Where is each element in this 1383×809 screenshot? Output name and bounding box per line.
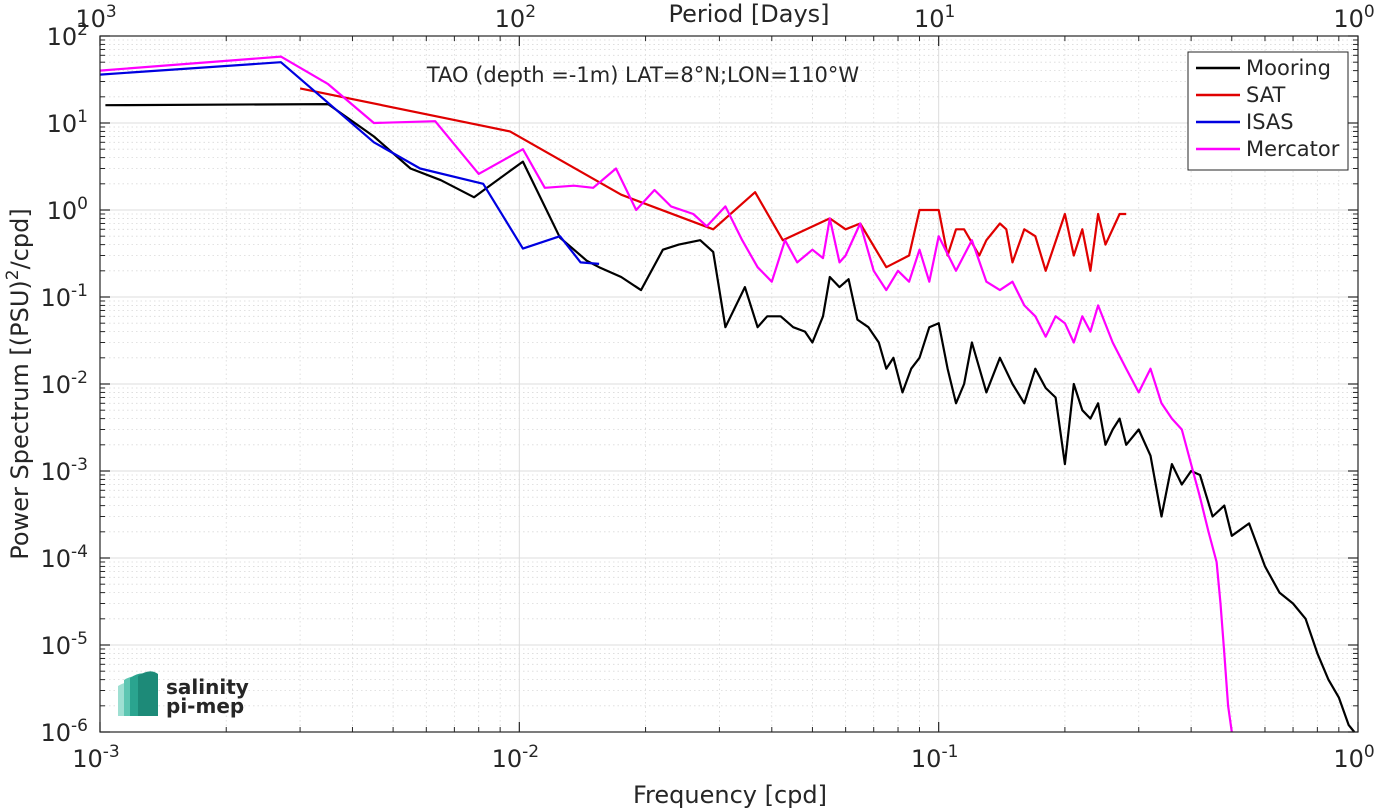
top-tick-label-exponent: 1 [945, 2, 956, 22]
x-tick-label-base: 10 [911, 745, 942, 773]
top-tick-label-base: 10 [495, 5, 526, 33]
top-tick-label: 103 [75, 2, 116, 33]
x-tick-label: 10-3 [72, 742, 120, 773]
salinity-pi-mep-logo: salinity pi-mep [118, 671, 249, 718]
x-tick-label-exponent: -1 [941, 742, 958, 762]
y-tick-label-exponent: -1 [71, 281, 88, 301]
y-tick-label: 10-2 [41, 368, 89, 399]
y-tick-label-base: 10 [47, 23, 78, 51]
x-tick-label-exponent: 0 [1364, 742, 1375, 762]
series-layer [99, 55, 1356, 733]
y-tick-label: 10-6 [41, 716, 89, 747]
y-tick-label-exponent: 2 [77, 20, 88, 40]
y-tick-label: 10-1 [41, 281, 89, 312]
top-tick-label-exponent: 3 [106, 2, 117, 22]
legend-label-isas: ISAS [1246, 110, 1294, 134]
y-tick-label-base: 10 [41, 545, 72, 573]
chart-title: TAO (depth =-1m) LAT=8°N;LON=110°W [426, 63, 860, 87]
x-tick-label: 10-2 [492, 742, 540, 773]
x-tick-label: 100 [1333, 742, 1374, 773]
top-tick-label-base: 10 [75, 5, 106, 33]
series-line-mercator [99, 55, 1233, 733]
y-tick-label: 100 [47, 194, 88, 225]
y-tick-label: 10-4 [41, 542, 89, 573]
y-tick-label-exponent: 1 [77, 107, 88, 127]
legend-label-mercator: Mercator [1246, 137, 1340, 161]
y-tick-label-exponent: -2 [71, 368, 88, 388]
top-tick-label: 101 [914, 2, 955, 33]
top-tick-label-exponent: 0 [1364, 2, 1375, 22]
y-tick-label-base: 10 [41, 632, 72, 660]
y-axis-label-main: Power Spectrum [(PSU) [6, 280, 34, 559]
y-tick-label: 101 [47, 107, 88, 138]
y-tick-label-exponent: -3 [71, 455, 88, 475]
series-line-sat [299, 87, 1127, 272]
legend: Mooring SAT ISAS Mercator [1187, 51, 1349, 171]
x-tick-label-base: 10 [72, 745, 103, 773]
y-tick-label-exponent: -6 [71, 716, 88, 736]
top-tick-label-base: 10 [914, 5, 945, 33]
y-tick-label-exponent: -5 [71, 629, 88, 649]
y-tick-label-base: 10 [41, 719, 72, 747]
y-tick-label: 10-5 [41, 629, 89, 660]
series-line-mooring [105, 103, 1356, 733]
x-tick-label-base: 10 [492, 745, 523, 773]
y-tick-label-base: 10 [47, 197, 78, 225]
x-axis-label: Frequency [cpd] [633, 781, 827, 809]
y-axis-label: Power Spectrum [(PSU)2/cpd] [3, 208, 34, 559]
y-tick-label-base: 10 [41, 458, 72, 486]
legend-label-mooring: Mooring [1246, 56, 1331, 80]
top-tick-label-exponent: 2 [525, 2, 536, 22]
x-tick-label-exponent: -3 [103, 742, 120, 762]
logo-waves-icon [118, 671, 158, 716]
y-tick-label-exponent: -4 [71, 542, 88, 562]
y-tick-label: 10-3 [41, 455, 89, 486]
y-axis-label-tail: /cpd] [6, 208, 34, 269]
y-tick-label-base: 10 [41, 284, 72, 312]
logo-text-salinity: salinity [166, 675, 249, 699]
y-tick-label: 102 [47, 20, 88, 51]
logo-text-pi-mep: pi-mep [166, 694, 244, 718]
series-line-isas [99, 61, 600, 265]
top-axis-label: Period [Days] [668, 0, 829, 28]
y-tick-label-exponent: 0 [77, 194, 88, 214]
top-tick-label-base: 10 [1333, 5, 1364, 33]
top-tick-label: 102 [495, 2, 536, 33]
plot-frame [99, 35, 1359, 733]
y-tick-label-base: 10 [47, 110, 78, 138]
axis-ticks [99, 35, 1359, 733]
x-tick-label-exponent: -2 [522, 742, 539, 762]
legend-label-sat: SAT [1246, 83, 1285, 107]
legend-box [1187, 51, 1349, 171]
x-tick-label-base: 10 [1333, 745, 1364, 773]
x-tick-label: 10-1 [911, 742, 959, 773]
y-axis-label-sup: 2 [3, 269, 23, 280]
y-tick-label-base: 10 [41, 371, 72, 399]
top-tick-label: 100 [1333, 2, 1374, 33]
